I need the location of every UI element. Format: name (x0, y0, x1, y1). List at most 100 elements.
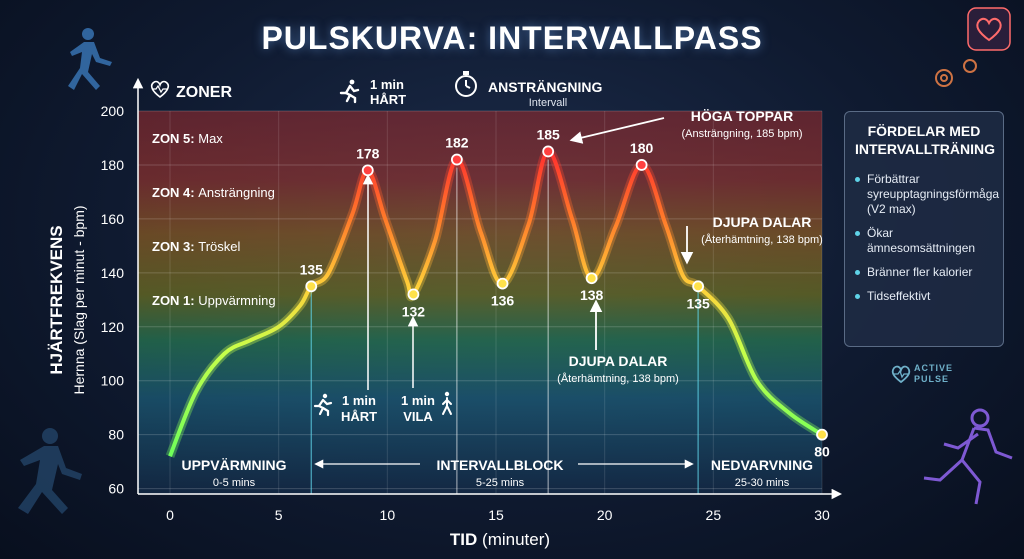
runner-silhouette-bottom-left (18, 428, 82, 514)
zone-label: ZON 1: Uppvärmning (152, 293, 276, 308)
data-label: 185 (536, 126, 560, 142)
runner-icon (339, 79, 360, 104)
zone-label: ZON 5: Max (152, 131, 223, 146)
zone-label: ZON 4: Ansträngning (152, 185, 275, 200)
data-point (635, 159, 648, 171)
annotation-bottom-rest: 1 min VILA (401, 315, 452, 424)
svg-text:1 min: 1 min (401, 393, 435, 408)
brand-logo: ACTIVE PULSE (890, 362, 970, 386)
y-tick-label: 60 (108, 481, 124, 497)
phase-warmup: UPPVÄRMNING 0-5 mins (181, 457, 286, 489)
x-tick-label: 15 (488, 507, 504, 523)
heart-badge-icon (967, 7, 1011, 51)
brand-line2: PULSE (914, 374, 950, 384)
svg-text:1 min: 1 min (342, 393, 376, 408)
svg-text:UPPVÄRMNING: UPPVÄRMNING (181, 457, 286, 473)
runner-silhouette-bottom-right (923, 408, 1013, 505)
svg-text:HÖGA TOPPAR: HÖGA TOPPAR (691, 108, 793, 124)
heart-rate-curve (168, 149, 824, 457)
svg-text:1 min: 1 min (370, 77, 404, 92)
y-tick-label: 100 (101, 373, 125, 389)
data-label: 135 (686, 295, 710, 311)
zones-header: ZONER (150, 80, 232, 101)
phase-lines (310, 286, 699, 494)
svg-text:ANSTRÄNGNING: ANSTRÄNGNING (488, 79, 602, 95)
data-point (496, 277, 509, 290)
svg-text:INTERVALLBLOCK: INTERVALLBLOCK (436, 457, 563, 473)
svg-text:(Återhämtning, 138 bpm): (Återhämtning, 138 bpm) (701, 233, 823, 246)
svg-text:DJUPA DALAR: DJUPA DALAR (713, 214, 812, 230)
x-tick-label: 20 (597, 507, 613, 523)
benefits-panel: FÖRDELAR MED INTERVALLTRÄNING Förbättrar… (844, 111, 1004, 347)
brand-line1: ACTIVE (914, 363, 954, 373)
x-tick-label: 5 (275, 507, 283, 523)
svg-text:NEDVARVNING: NEDVARVNING (711, 457, 813, 473)
data-point (816, 428, 828, 441)
svg-text:0-5 mins: 0-5 mins (213, 477, 256, 489)
zone-label: ZON 3: Tröskel (152, 239, 240, 254)
zone-background (138, 111, 822, 494)
data-label: 132 (402, 303, 426, 319)
y-tick-label: 200 (101, 103, 125, 119)
benefits-title: FÖRDELAR MED INTERVALLTRÄNING (855, 123, 995, 157)
phase-cooldown: NEDVARVNING 25-30 mins (711, 457, 813, 489)
data-label: 178 (356, 145, 380, 161)
data-label: 138 (580, 287, 604, 303)
annotation-peaks: HÖGA TOPPAR (Ansträngning, 185 bpm) (569, 108, 803, 144)
grid (138, 110, 823, 494)
y-tick-label: 80 (108, 427, 124, 443)
svg-text:VILA: VILA (403, 409, 433, 424)
marker-lines (456, 159, 549, 494)
runner-icon (313, 393, 333, 417)
data-label: 80 (814, 444, 830, 460)
data-point (407, 288, 420, 301)
y-tick-label: 180 (101, 157, 125, 173)
data-point (450, 153, 463, 166)
y-tick-label: 140 (101, 265, 125, 281)
x-tick-label: 25 (706, 507, 722, 523)
svg-text:5-25 mins: 5-25 mins (476, 477, 525, 489)
x-tick-label: 0 (166, 507, 174, 523)
data-labels: 135 178 132 182 136 185 138 180 135 80 (300, 126, 830, 459)
phase-interval-block: INTERVALLBLOCK 5-25 mins (314, 457, 694, 489)
data-label: 135 (300, 261, 324, 277)
svg-text:(Ansträngning, 185 bpm): (Ansträngning, 185 bpm) (681, 128, 802, 140)
svg-text:(Återhämtning, 138 bpm): (Återhämtning, 138 bpm) (557, 372, 679, 385)
annotation-top-hard: 1 min HÅRT (339, 77, 406, 107)
runner-silhouette-top-left (68, 28, 112, 90)
brand-heart-icon (891, 365, 911, 384)
y-axis-sublabel: Hernna (Slag per minut - bpm) (71, 205, 87, 394)
y-ticks: 60 80 100 120 140 160 180 200 (101, 103, 125, 497)
svg-text:DJUPA DALAR: DJUPA DALAR (569, 353, 668, 369)
y-tick-label: 160 (101, 211, 125, 227)
y-axis-label: HJÄRTFREKVENS (47, 225, 66, 374)
annotation-effort: ANSTRÄNGNING Intervall (455, 71, 602, 109)
data-point (305, 280, 318, 293)
svg-text:25-30 mins: 25-30 mins (735, 477, 790, 489)
data-point (542, 145, 555, 158)
benefit-item: Tidseffektivt (855, 289, 993, 304)
svg-text:ZONER: ZONER (176, 84, 232, 101)
annotation-bottom-hard: 1 min HÅRT (313, 173, 377, 424)
svg-text:Intervall: Intervall (529, 97, 568, 109)
data-points (305, 145, 828, 441)
data-point (361, 164, 374, 177)
stopwatch-icon (455, 71, 477, 97)
zone-labels: ZON 5: Max ZON 4: Ansträngning ZON 3: Trös… (152, 131, 276, 308)
x-axis-label: TID (minuter) (450, 530, 550, 549)
annotation-valleys-center: DJUPA DALAR (Återhämtning, 138 bpm) (557, 299, 679, 385)
benefit-item: Ökar ämnesomsättningen (855, 226, 993, 256)
data-point (692, 280, 705, 293)
benefit-item: Förbättrar syreupptagningsförmåga (V2 ma… (855, 172, 999, 217)
walker-icon (442, 391, 452, 415)
data-point (585, 272, 598, 285)
data-label: 136 (491, 293, 515, 309)
annotation-valleys-right: DJUPA DALAR (Återhämtning, 138 bpm) (680, 214, 823, 265)
y-tick-label: 120 (101, 319, 125, 335)
gear-icon (935, 59, 977, 87)
pulse-line-icon (152, 84, 168, 94)
benefit-item: Bränner fler kalorier (855, 265, 993, 280)
heart-icon (150, 80, 170, 99)
data-label: 180 (630, 140, 654, 156)
